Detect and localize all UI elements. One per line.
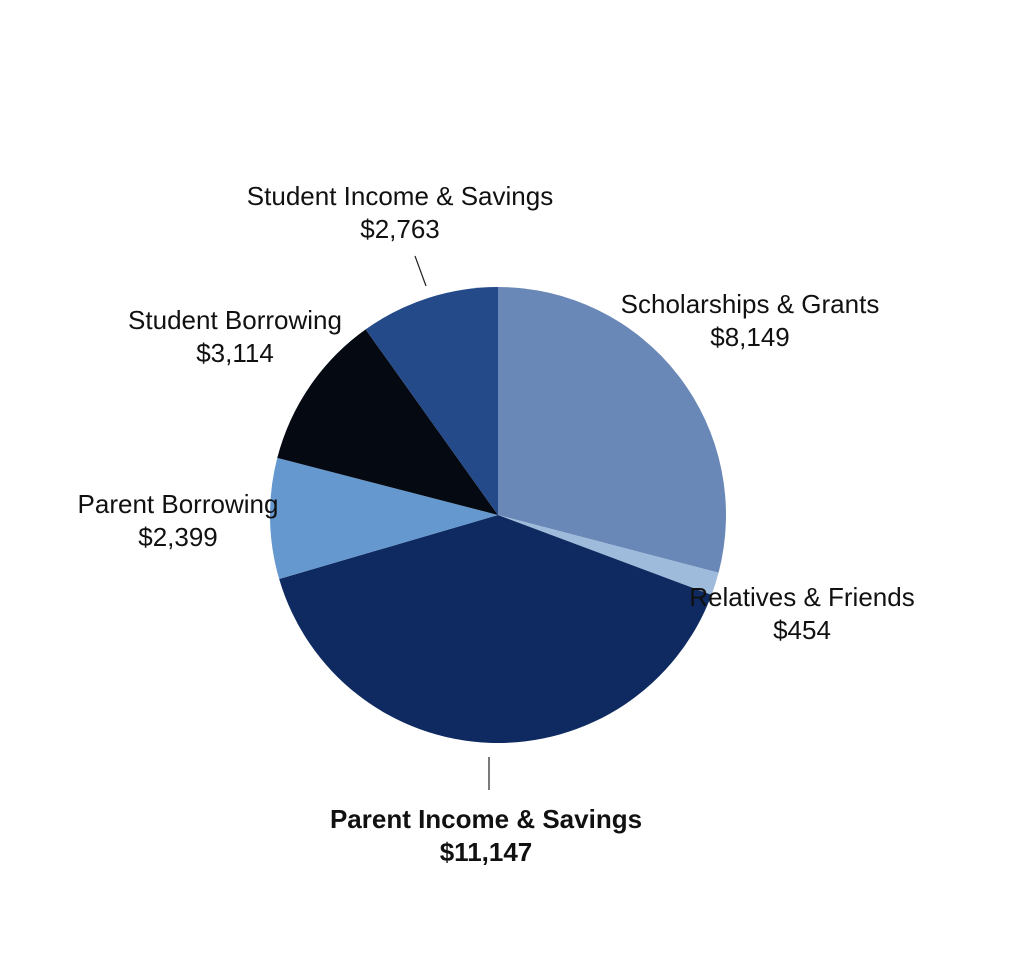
pie-slice-scholarships-and-grants [498, 287, 726, 573]
pie-slice-parent-income-and-savings [279, 515, 712, 744]
slice-value-parent-income-and-savings: $11,147 [440, 837, 533, 867]
slice-value-student-borrowing: $3,114 [196, 338, 274, 368]
pie-slice-parent-borrowing [270, 457, 498, 580]
slice-label-relatives-and-friends: Relatives & Friends [689, 582, 914, 612]
leader-line-student-income-and-savings [414, 255, 427, 287]
slice-label-scholarships-and-grants: Scholarships & Grants [621, 289, 880, 319]
leader-lines [414, 255, 490, 790]
pie-slice-relatives-and-friends [498, 515, 719, 595]
slice-value-relatives-and-friends: $454 [773, 615, 831, 645]
slice-label-parent-income-and-savings: Parent Income & Savings [330, 804, 642, 834]
slice-label-parent-borrowing: Parent Borrowing [78, 489, 279, 519]
pie-slice-student-income-and-savings [365, 287, 498, 515]
slice-value-parent-borrowing: $2,399 [138, 522, 218, 552]
slice-labels: Scholarships & Grants$8,149 Relatives & F… [78, 181, 915, 867]
pie-slices [270, 287, 726, 744]
slice-value-student-income-and-savings: $2,763 [360, 214, 440, 244]
pie-slice-student-borrowing [277, 329, 498, 515]
slice-value-scholarships-and-grants: $8,149 [710, 322, 790, 352]
slice-label-student-borrowing: Student Borrowing [128, 305, 342, 335]
slice-label-student-income-and-savings: Student Income & Savings [247, 181, 553, 211]
